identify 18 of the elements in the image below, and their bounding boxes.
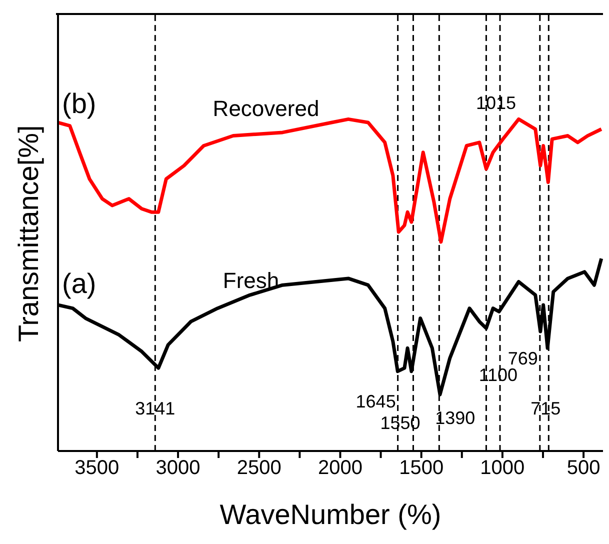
x-tick-label: 500	[566, 457, 600, 480]
y-axis-title: Transmittance[%]	[12, 125, 44, 342]
x-tick-label: 3500	[74, 457, 120, 480]
annotation: 1390	[435, 408, 476, 428]
annotation: 3141	[135, 398, 176, 418]
annotation: (a)	[62, 268, 96, 299]
x-tick-label: 2500	[236, 457, 282, 480]
annotation: Recovered	[212, 96, 320, 121]
annotation: 1015	[476, 92, 516, 113]
x-tick-label: 1500	[399, 457, 444, 480]
x-tick-label: 1000	[480, 457, 525, 480]
x-tick-label: 3000	[156, 457, 200, 480]
annotation: Fresh	[222, 268, 280, 293]
annotation: 715	[530, 398, 561, 418]
annotation: 1645	[356, 392, 396, 412]
x-tick-label: 2000	[318, 457, 362, 480]
text: (b)	[62, 88, 96, 119]
x-axis-title: WaveNumber (%)	[220, 499, 442, 530]
